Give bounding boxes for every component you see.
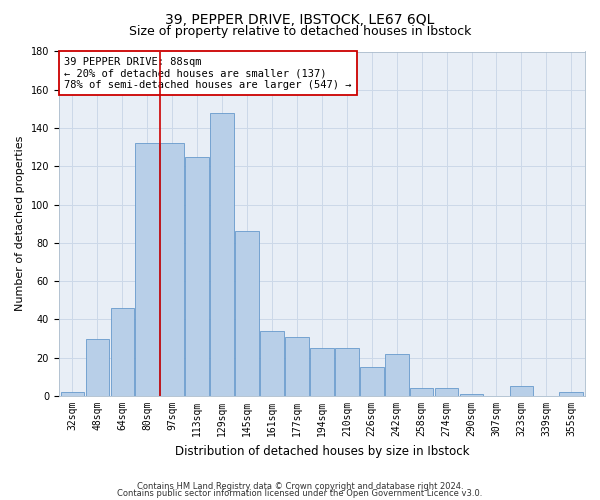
Text: 39, PEPPER DRIVE, IBSTOCK, LE67 6QL: 39, PEPPER DRIVE, IBSTOCK, LE67 6QL xyxy=(166,12,434,26)
Bar xyxy=(185,157,209,396)
Bar xyxy=(235,232,259,396)
Bar xyxy=(460,394,484,396)
Bar xyxy=(285,336,309,396)
Bar xyxy=(360,368,383,396)
Bar xyxy=(559,392,583,396)
Bar xyxy=(86,338,109,396)
Bar xyxy=(509,386,533,396)
Text: Contains public sector information licensed under the Open Government Licence v3: Contains public sector information licen… xyxy=(118,489,482,498)
Bar xyxy=(110,308,134,396)
X-axis label: Distribution of detached houses by size in Ibstock: Distribution of detached houses by size … xyxy=(175,444,469,458)
Bar xyxy=(260,331,284,396)
Bar xyxy=(435,388,458,396)
Bar xyxy=(335,348,359,396)
Bar xyxy=(310,348,334,396)
Text: 39 PEPPER DRIVE: 88sqm
← 20% of detached houses are smaller (137)
78% of semi-de: 39 PEPPER DRIVE: 88sqm ← 20% of detached… xyxy=(64,56,352,90)
Bar xyxy=(61,392,85,396)
Text: Size of property relative to detached houses in Ibstock: Size of property relative to detached ho… xyxy=(129,25,471,38)
Bar xyxy=(160,144,184,396)
Bar xyxy=(385,354,409,396)
Bar xyxy=(136,144,159,396)
Y-axis label: Number of detached properties: Number of detached properties xyxy=(15,136,25,312)
Text: Contains HM Land Registry data © Crown copyright and database right 2024.: Contains HM Land Registry data © Crown c… xyxy=(137,482,463,491)
Bar xyxy=(210,113,234,396)
Bar xyxy=(410,388,433,396)
